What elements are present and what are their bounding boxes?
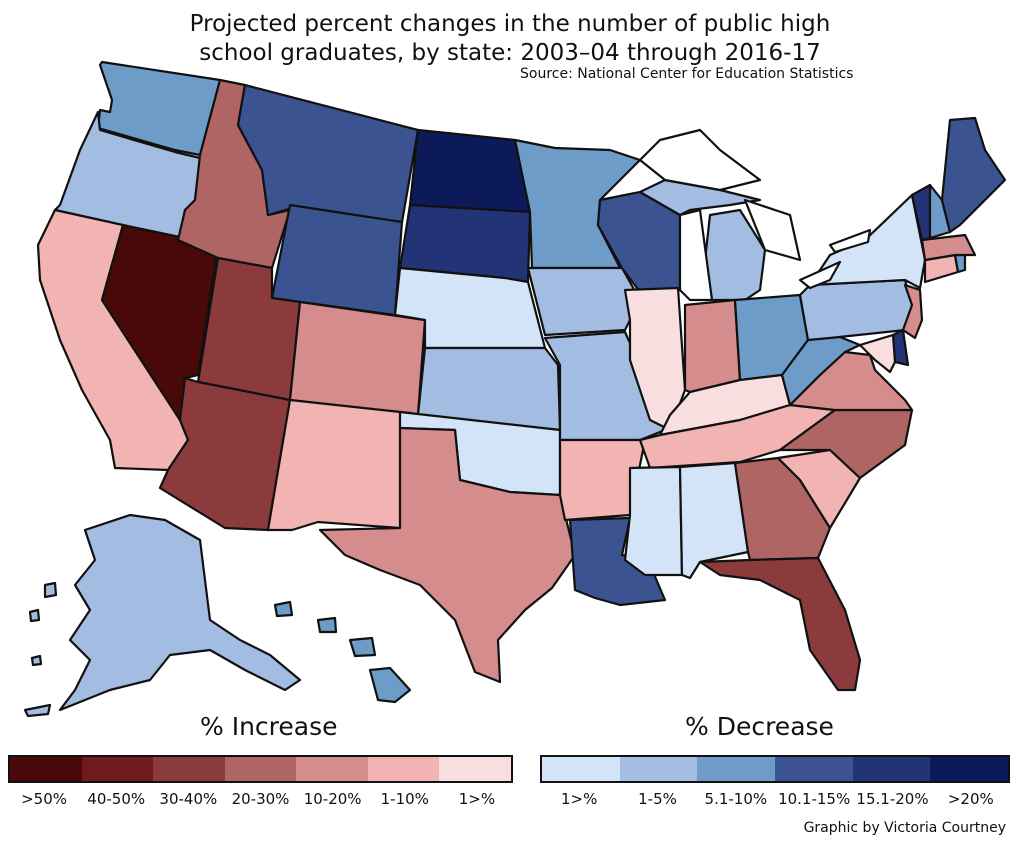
state-ri (953, 253, 967, 274)
lake-michigan (678, 208, 714, 302)
legend-decrease-label: 10.1-15% (778, 790, 851, 808)
legend-decrease-swatch (542, 757, 620, 781)
legend-increase-swatch (153, 757, 225, 781)
legend-increase-label: 1-10% (380, 790, 429, 808)
legend-decrease-swatch (697, 757, 775, 781)
state-hi-big (368, 666, 412, 704)
state-in (683, 298, 742, 394)
source-note: Source: National Center for Education St… (520, 66, 854, 82)
legend-decrease-label: 5.1-10% (704, 790, 768, 808)
state-ia (526, 266, 642, 337)
legend-increase-bar (8, 755, 513, 783)
lake-huron (743, 198, 802, 262)
state-fl (698, 556, 862, 692)
legend-increase-swatch (224, 757, 297, 781)
state-nd (408, 128, 532, 214)
state-ak-island-3 (28, 608, 41, 623)
state-wy (270, 203, 404, 317)
state-pa (798, 278, 914, 342)
legend-decrease-label: 15.1-20% (856, 790, 929, 808)
legend-increase-swatch (10, 757, 82, 781)
state-ms (623, 465, 684, 577)
legend-increase-label: >50% (21, 790, 68, 808)
title-line-1: Projected percent changes in the number … (189, 11, 831, 37)
legend-increase-swatch (367, 757, 440, 781)
lake-ontario (828, 228, 872, 254)
state-nj (901, 283, 924, 340)
legend-increase-label: 10-20% (303, 790, 362, 808)
legend-increase-label: 1>% (458, 790, 496, 808)
legend-increase-swatch (296, 757, 368, 781)
legend-decrease-swatch (930, 757, 1008, 781)
legend-increase-title: % Increase (200, 712, 338, 741)
legend-decrease-title: % Decrease (685, 712, 834, 741)
legend-increase-label: 40-50% (87, 790, 146, 808)
legend-increase-label: 20-30% (231, 790, 290, 808)
state-md (858, 333, 897, 374)
state-tx (318, 426, 577, 684)
state-ak-island-1 (23, 703, 52, 718)
state-wa (96, 60, 222, 157)
state-hi-maui (348, 636, 377, 658)
lake-superior (638, 128, 762, 192)
state-il (623, 286, 687, 432)
legend-decrease-swatch (619, 757, 698, 781)
state-sc (776, 448, 862, 530)
legend-decrease-swatch (852, 757, 931, 781)
state-co (288, 300, 427, 417)
state-ar (558, 438, 647, 522)
legend-decrease-bar (540, 755, 1010, 783)
map-title: Projected percent changes in the number … (150, 10, 870, 68)
state-nm (266, 398, 412, 532)
legend-decrease-label: 1>% (560, 790, 598, 808)
legend-decrease-label: 1-5% (638, 790, 677, 808)
legend-increase-swatch (81, 757, 154, 781)
legend-decrease-label: >20% (947, 790, 994, 808)
graphic-credit: Graphic by Victoria Courtney (803, 820, 1006, 836)
state-ma (920, 233, 977, 262)
state-hi-oahu (316, 616, 338, 634)
title-line-2: school graduates, by state: 2003–04 thro… (199, 40, 821, 66)
state-me (940, 116, 1007, 234)
legend-decrease-swatch (774, 757, 853, 781)
lake-erie (798, 260, 842, 290)
legend-increase-swatch (439, 757, 511, 781)
state-ak (58, 513, 302, 712)
state-ak-island-2 (43, 581, 58, 599)
legend-increase-label: 30-40% (159, 790, 218, 808)
state-ak-island-4 (30, 654, 43, 667)
state-hi-kauai (273, 600, 294, 618)
